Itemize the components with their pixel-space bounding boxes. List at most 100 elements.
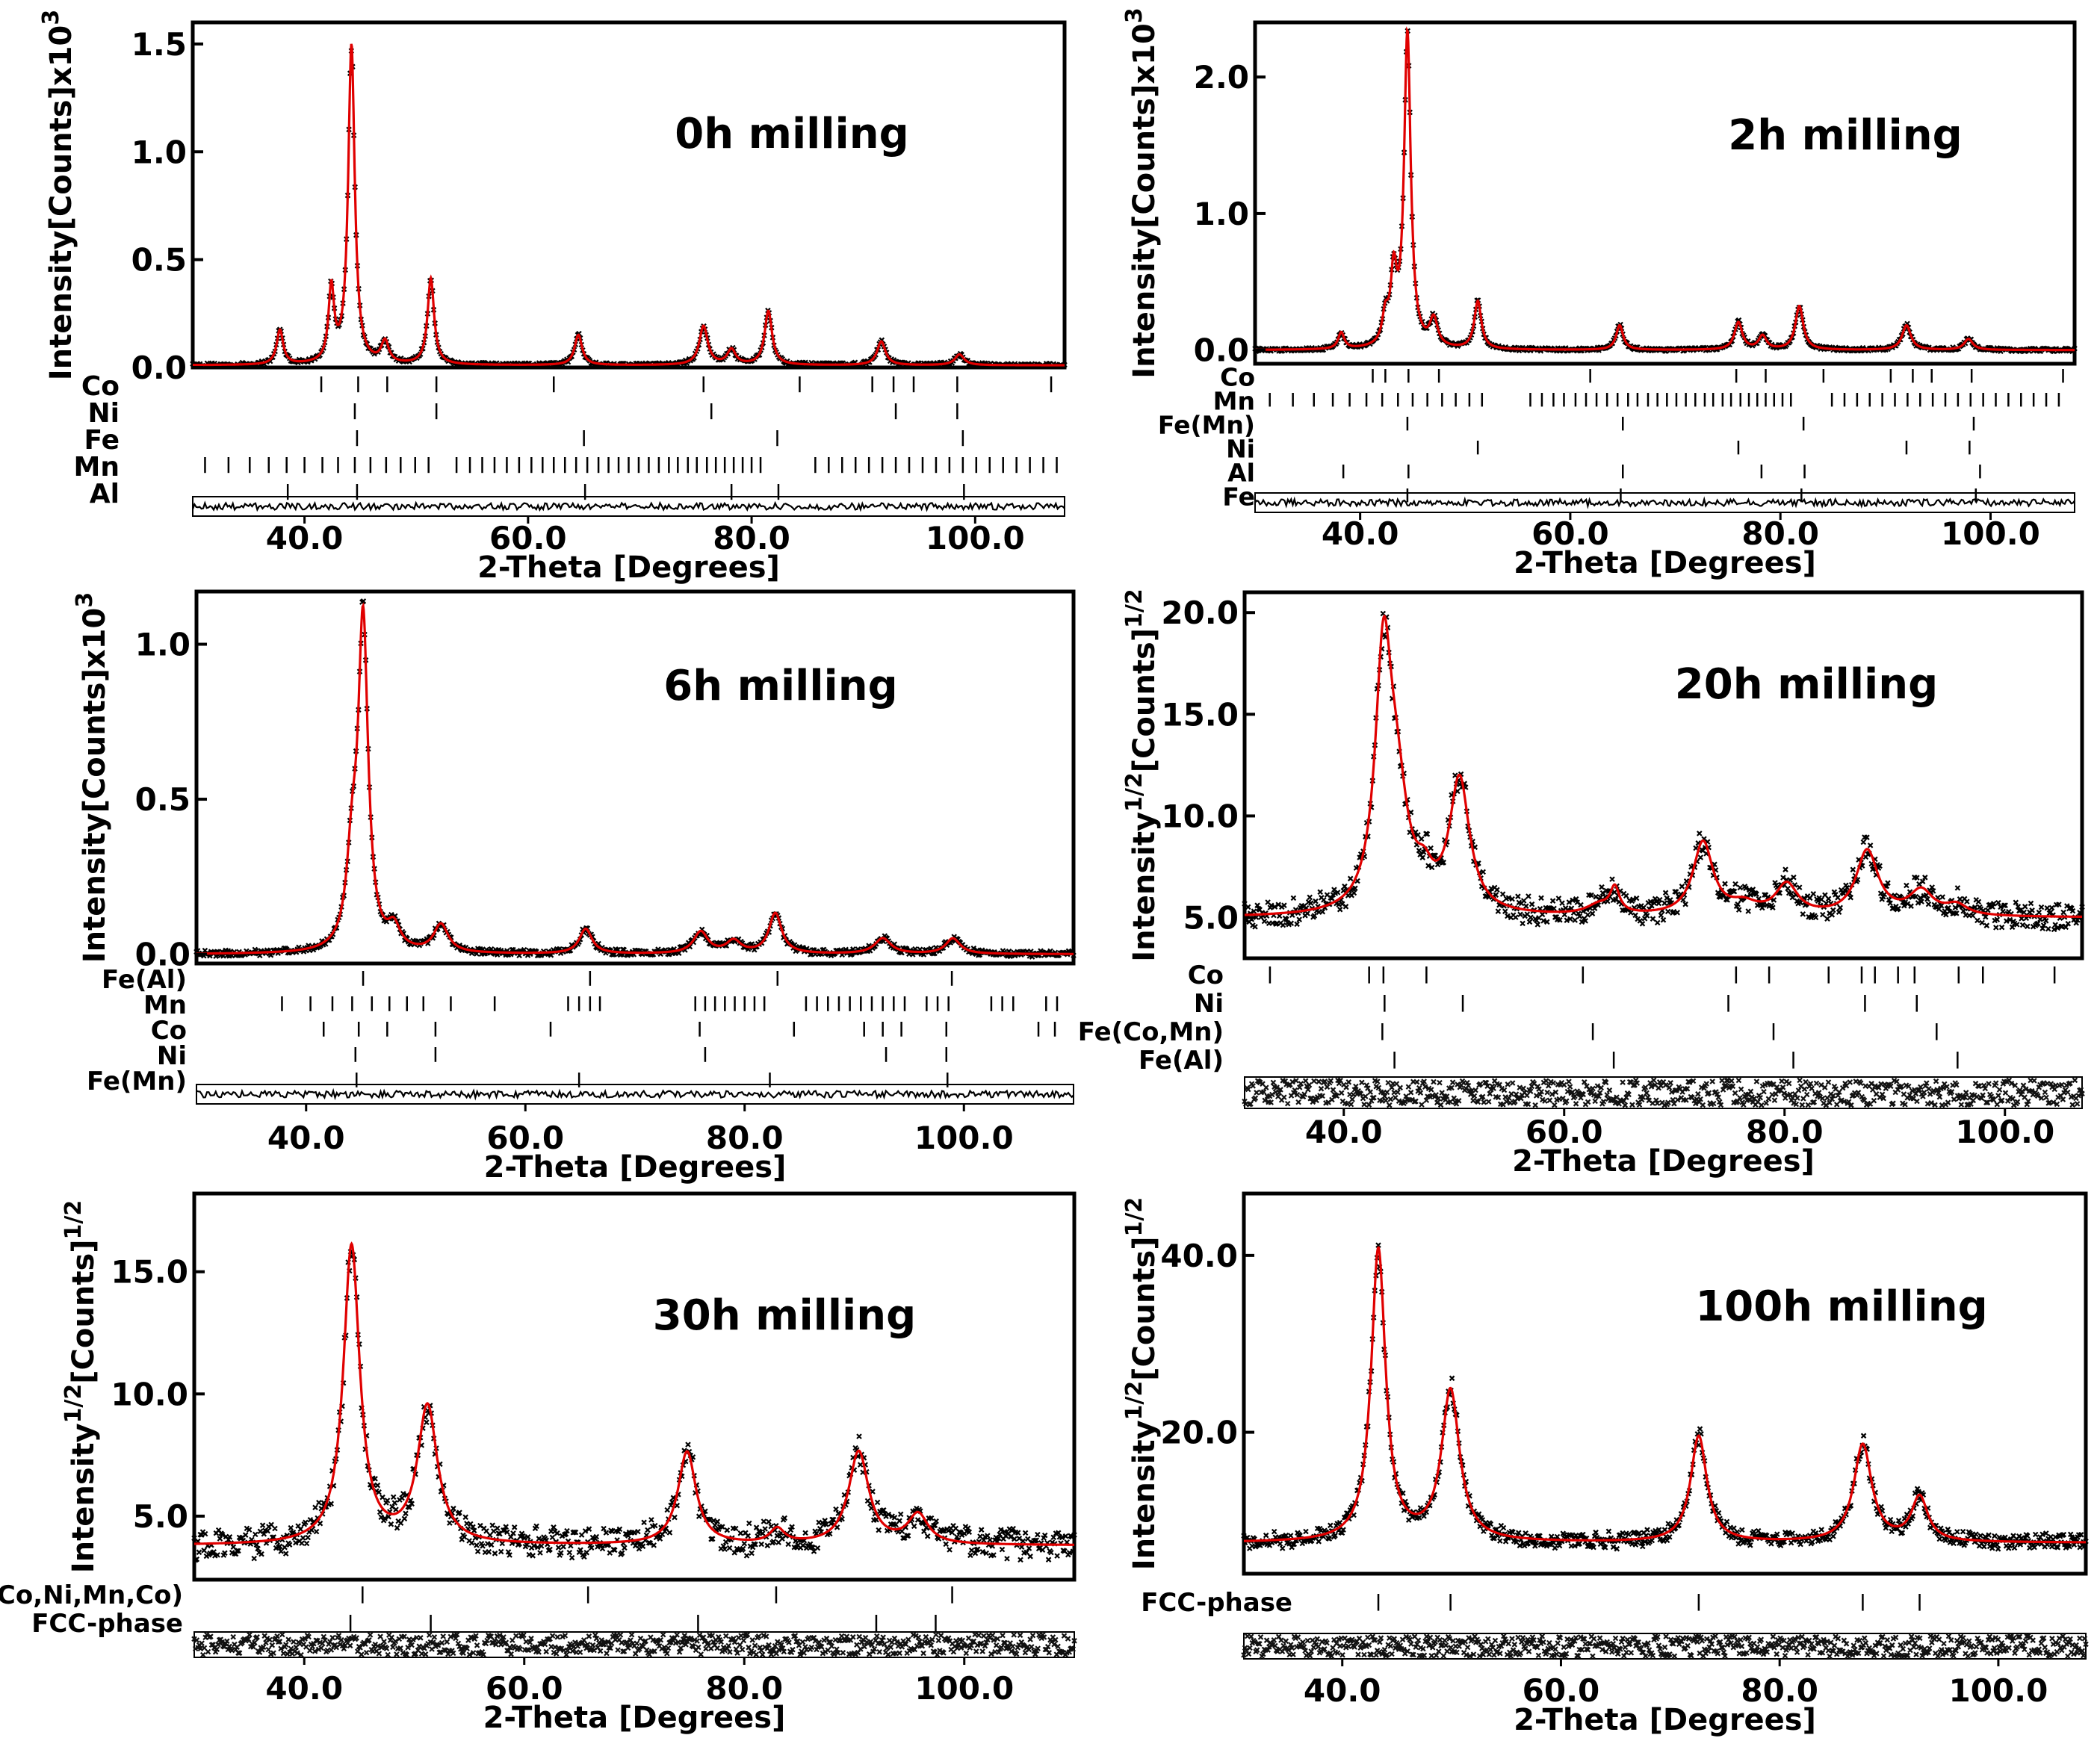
difference-curve xyxy=(191,496,1065,517)
observed-data xyxy=(193,598,1077,960)
x-axis-label: 2-Theta [Degrees] xyxy=(477,550,780,585)
x-tick-label: 80.0 xyxy=(1741,515,1819,552)
panel-30h-milling: 5.0 10.0 15.0 Fe(Co,Ni,Mn,Co)FCC-phase 40.… xyxy=(0,1191,1077,1735)
difference-line xyxy=(1254,496,2075,509)
observed-points xyxy=(1242,610,2085,933)
y-axis-label: Intensity1/2[Counts]1/2 xyxy=(1121,1197,1162,1571)
x-tick-label: 100.0 xyxy=(1948,1672,2048,1709)
plot-frame-border xyxy=(192,1191,1077,1582)
x-axis-label: 2-Theta [Degrees] xyxy=(1514,546,1816,580)
y-tick-label: 15.0 xyxy=(111,1254,188,1291)
x-tick-label: 60.0 xyxy=(1523,1672,1600,1709)
x-tick-label: 60.0 xyxy=(486,1670,563,1707)
y-axis-ticks: 20.0 40.0 xyxy=(1160,1238,1254,1451)
phase-label: Fe(Co,Ni,Mn,Co) xyxy=(0,1580,183,1610)
y-tick-label: 2.0 xyxy=(1194,59,1249,96)
phase-label: Fe xyxy=(84,425,120,456)
y-axis-ticks: 5.0 10.0 15.0 20.0 xyxy=(1161,595,1255,937)
x-axis-ticks: 40.0 60.0 80.0 100.0 xyxy=(1305,1108,2054,1150)
x-tick-label: 40.0 xyxy=(1322,515,1399,552)
difference-frame xyxy=(196,1084,1074,1105)
x-tick-label: 40.0 xyxy=(266,520,344,556)
x-axis-label: 2-Theta [Degrees] xyxy=(1512,1144,1815,1179)
x-tick-label: 100.0 xyxy=(914,1670,1014,1707)
observed-points xyxy=(191,1249,1077,1563)
x-tick-label: 100.0 xyxy=(1955,1114,2054,1150)
phase-label: Al xyxy=(1227,458,1255,487)
y-axis-label: Intensity1/2[Counts]1/2 xyxy=(61,1200,102,1574)
calculated-line xyxy=(196,602,1074,955)
phase-label: FCC-phase xyxy=(1141,1588,1292,1618)
phase-markers: Fe(Co,Ni,Mn,Co)FCC-phase xyxy=(0,1580,953,1639)
y-axis-ticks: 0.0 0.5 1.0 xyxy=(135,627,207,973)
calculated-line xyxy=(1255,26,2075,352)
plot-frame xyxy=(1242,1191,2088,1576)
phase-label: Al xyxy=(90,479,120,509)
difference-frame xyxy=(1254,492,2075,513)
phase-label: Fe(Al) xyxy=(102,965,187,995)
difference-points xyxy=(1241,1633,2089,1660)
calculated-profile xyxy=(193,43,1065,367)
plot-frame xyxy=(1242,590,2084,961)
observed-data xyxy=(190,48,1068,369)
calculated-line xyxy=(194,1241,1074,1546)
y-tick-label: 5.0 xyxy=(133,1498,188,1535)
observed-points xyxy=(190,48,1068,369)
plot-frame-border xyxy=(194,589,1076,966)
x-axis-ticks: 40.0 60.0 80.0 100.0 xyxy=(1322,512,2040,552)
y-tick-label: 40.0 xyxy=(1160,1238,1238,1274)
phase-label: Co xyxy=(1220,362,1255,391)
y-tick-label: 1.0 xyxy=(135,627,191,663)
difference-frame xyxy=(193,1631,1075,1658)
panel-title: 30h milling xyxy=(653,1291,916,1340)
difference-frame xyxy=(192,496,1065,517)
calculated-profile xyxy=(1244,1246,2086,1544)
phase-label: Ni xyxy=(88,398,120,429)
y-tick-label: 0.5 xyxy=(135,781,191,818)
x-tick-label: 40.0 xyxy=(265,1670,343,1707)
x-tick-label: 80.0 xyxy=(706,1120,784,1156)
panel-100h-milling: 20.0 40.0 FCC-phase 40.0 60.0 80.0 100.0 100… xyxy=(1121,1191,2089,1737)
phase-label: Mn xyxy=(1213,386,1255,415)
y-tick-label: 1.0 xyxy=(131,134,187,170)
panel-title: 2h milling xyxy=(1728,111,1962,160)
y-tick-label: 1.0 xyxy=(1194,196,1249,232)
phase-label: Fe(Mn) xyxy=(1158,410,1255,439)
phase-label: Mn xyxy=(143,990,187,1020)
phase-label: Fe(Co,Mn) xyxy=(1078,1017,1224,1047)
y-tick-label: 15.0 xyxy=(1161,696,1239,733)
plot-frame xyxy=(194,589,1076,966)
y-tick-label: 0.0 xyxy=(131,350,187,386)
plot-frame-border xyxy=(191,20,1067,370)
observed-data xyxy=(191,1249,1077,1563)
y-axis-label: Intensity[Counts]x103 xyxy=(72,592,113,963)
difference-line xyxy=(196,1087,1074,1101)
plot-frame xyxy=(192,1191,1077,1582)
x-axis-ticks: 40.0 60.0 80.0 100.0 xyxy=(267,1104,1014,1156)
y-tick-label: 5.0 xyxy=(1183,900,1239,937)
panel-title: 6h milling xyxy=(663,662,897,710)
calculated-line xyxy=(1244,1246,2086,1544)
x-tick-label: 80.0 xyxy=(713,520,790,556)
calculated-profile xyxy=(194,1241,1074,1546)
y-tick-label: 0.5 xyxy=(131,242,187,279)
calculated-profile xyxy=(1245,614,2082,918)
difference-curve xyxy=(1242,1076,2085,1109)
x-tick-label: 100.0 xyxy=(914,1120,1014,1156)
x-tick-label: 40.0 xyxy=(1304,1672,1381,1709)
calculated-line xyxy=(193,43,1065,367)
phase-label: Co xyxy=(81,371,120,402)
difference-points xyxy=(191,1631,1077,1658)
x-tick-label: 40.0 xyxy=(267,1120,345,1156)
x-tick-label: 60.0 xyxy=(489,520,567,556)
plot-frame xyxy=(1253,20,2077,366)
x-tick-label: 60.0 xyxy=(486,1120,564,1156)
plot-frame-border xyxy=(1242,590,2084,961)
phase-markers: FCC-phase xyxy=(1141,1588,1921,1618)
